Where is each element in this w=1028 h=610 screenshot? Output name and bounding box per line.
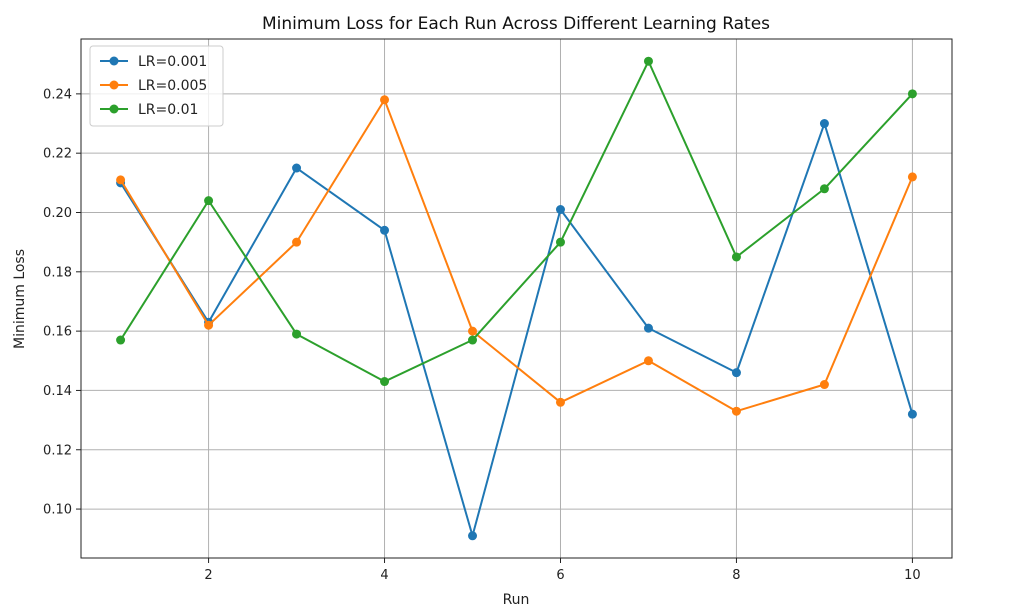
data-point — [468, 335, 478, 345]
x-tick-label: 4 — [380, 568, 388, 583]
x-tick-label: 10 — [904, 568, 921, 583]
x-tick-label: 6 — [556, 568, 564, 583]
data-point — [819, 119, 829, 129]
legend-item: LR=0.01 — [100, 102, 198, 118]
data-point — [731, 252, 741, 262]
x-tick-label: 8 — [732, 568, 740, 583]
y-axis-ticks: 0.10 0.12 0.14 0.16 0.18 0.20 0.22 0.24 — [43, 87, 81, 518]
data-point — [116, 335, 126, 345]
series-LR=0.001 — [116, 119, 917, 541]
data-point — [468, 326, 478, 336]
data-point — [292, 163, 302, 173]
y-tick-label: 0.18 — [43, 265, 72, 280]
data-point — [380, 377, 390, 387]
data-point — [204, 320, 214, 330]
y-tick-label: 0.14 — [43, 384, 72, 399]
legend-item: LR=0.001 — [100, 54, 207, 70]
y-tick-label: 0.24 — [43, 87, 72, 102]
y-axis-label: Minimum Loss — [12, 249, 28, 349]
y-tick-label: 0.12 — [43, 443, 72, 458]
series-LR=0.005 — [116, 95, 917, 416]
legend-label: LR=0.01 — [138, 102, 198, 118]
data-point — [292, 237, 302, 247]
data-point — [555, 237, 565, 247]
x-axis-ticks: 2 4 6 8 10 — [204, 558, 921, 583]
legend: LR=0.001 LR=0.005 LR=0.01 — [89, 45, 224, 127]
series-line — [119, 98, 914, 413]
x-tick-label: 2 — [204, 568, 212, 583]
series-LR=0.01 — [116, 56, 917, 387]
legend-label: LR=0.005 — [138, 78, 207, 94]
legend-marker — [109, 56, 119, 66]
legend-marker — [109, 104, 119, 114]
data-point — [907, 89, 917, 99]
chart-title: Minimum Loss for Each Run Across Differe… — [262, 14, 770, 34]
legend-label: LR=0.001 — [138, 54, 207, 70]
y-tick-label: 0.16 — [43, 325, 72, 340]
data-point — [819, 184, 829, 194]
y-tick-label: 0.10 — [43, 503, 72, 518]
data-point — [907, 409, 917, 419]
legend-item: LR=0.005 — [100, 78, 207, 94]
series-line — [119, 60, 914, 383]
data-point — [204, 196, 214, 206]
series-layer — [116, 56, 917, 541]
data-point — [643, 56, 653, 66]
data-point — [555, 205, 565, 215]
series-line — [119, 122, 914, 537]
grid-lines — [81, 39, 952, 558]
data-point — [380, 225, 390, 235]
data-point — [731, 368, 741, 378]
plot-frame — [80, 38, 953, 559]
y-tick-label: 0.22 — [43, 147, 72, 162]
legend-box — [89, 45, 224, 127]
data-point — [555, 397, 565, 407]
data-point — [643, 356, 653, 366]
data-point — [907, 172, 917, 182]
y-tick-label: 0.20 — [43, 206, 72, 221]
data-point — [468, 531, 478, 541]
data-point — [116, 175, 126, 185]
data-point — [380, 95, 390, 105]
legend-marker — [109, 80, 119, 90]
data-point — [819, 380, 829, 390]
x-axis-label: Run — [503, 592, 530, 608]
data-point — [731, 406, 741, 416]
data-point — [643, 323, 653, 333]
data-point — [292, 329, 302, 339]
